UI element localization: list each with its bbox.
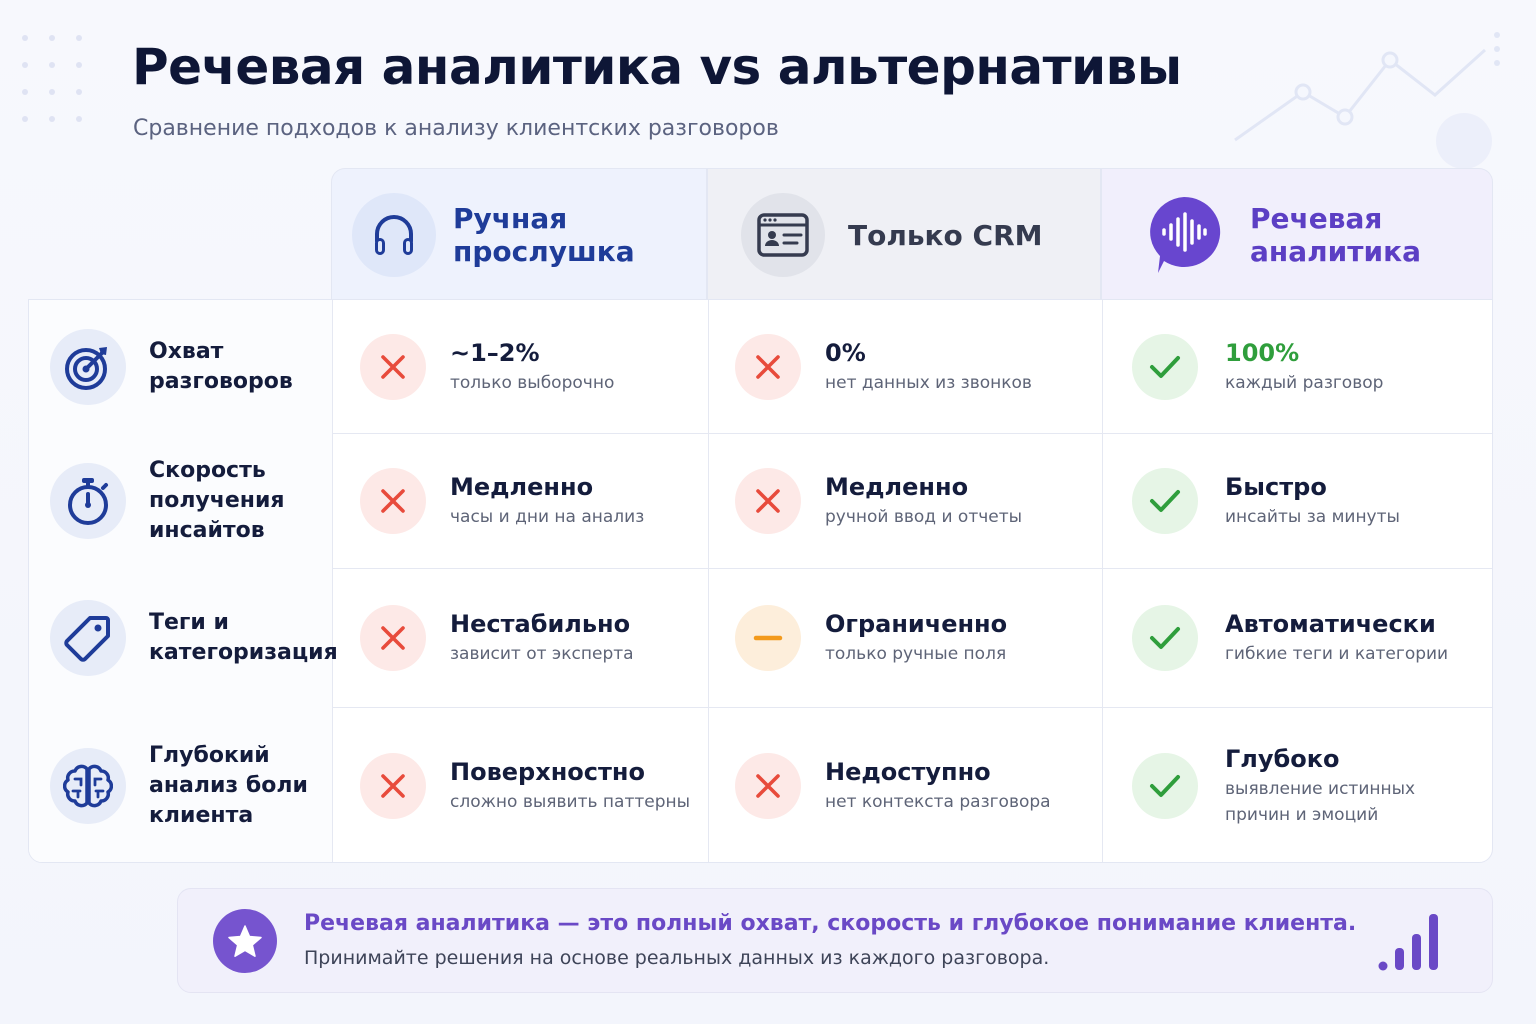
cell-value: Быстро bbox=[1225, 472, 1400, 502]
target-icon bbox=[50, 329, 126, 405]
voice-analytics-icon bbox=[1142, 193, 1226, 277]
row-header: Теги и категоризация bbox=[29, 568, 332, 707]
cell-value: Медленно bbox=[825, 472, 1022, 502]
cross-icon bbox=[360, 468, 426, 534]
check-icon bbox=[1132, 334, 1198, 400]
cell-note: гибкие теги и категории bbox=[1225, 641, 1448, 667]
check-icon bbox=[1132, 753, 1198, 819]
cell-manual-speed: Медленно часы и дни на анализ bbox=[332, 433, 708, 568]
cross-icon bbox=[735, 468, 801, 534]
cell-note: часы и дни на анализ bbox=[450, 504, 644, 530]
row-label: Охват разговоров bbox=[149, 337, 332, 397]
cell-value: ~1–2% bbox=[450, 338, 614, 368]
row-header: Охват разговоров bbox=[29, 300, 332, 433]
summary-text: Принимайте решения на основе реальных да… bbox=[304, 947, 1049, 969]
cross-icon bbox=[735, 334, 801, 400]
decorative-dots bbox=[22, 30, 102, 130]
cell-crm-deep-analysis: Недоступно нет контекста разговора bbox=[708, 707, 1102, 863]
minus-icon bbox=[735, 605, 801, 671]
cell-value: Медленно bbox=[450, 472, 644, 502]
page-title: Речевая аналитика vs альтернативы bbox=[132, 38, 1182, 96]
decorative-circle bbox=[1436, 113, 1492, 169]
cell-value: Ограниченно bbox=[825, 609, 1007, 639]
cell-note: сложно выявить паттерны bbox=[450, 789, 690, 815]
cell-note: нет контекста разговора bbox=[825, 789, 1051, 815]
cell-speech-speed: Быстро инсайты за минуты bbox=[1102, 433, 1493, 568]
cell-note: зависит от эксперта bbox=[450, 641, 634, 667]
column-header-speech-analytics: Речевая аналитика bbox=[1101, 168, 1493, 301]
summary-headline: Речевая аналитика — это полный охват, ск… bbox=[304, 911, 1356, 936]
cell-note: инсайты за минуты bbox=[1225, 504, 1400, 530]
column-header-label: Речевая аналитика bbox=[1250, 202, 1450, 268]
column-header-label: Только CRM bbox=[848, 219, 1043, 252]
bar-chart-icon bbox=[1378, 914, 1448, 972]
cell-note: только выборочно bbox=[450, 370, 614, 396]
cell-note: нет данных из звонков bbox=[825, 370, 1032, 396]
cell-crm-coverage: 0% нет данных из звонков bbox=[708, 300, 1102, 433]
cross-icon bbox=[360, 605, 426, 671]
check-icon bbox=[1132, 605, 1198, 671]
page-subtitle: Сравнение подходов к анализу клиентских … bbox=[133, 116, 779, 141]
cell-note: только ручные поля bbox=[825, 641, 1007, 667]
cell-note: выявление истинных причин и эмоций bbox=[1225, 776, 1475, 828]
cell-crm-speed: Медленно ручной ввод и отчеты bbox=[708, 433, 1102, 568]
cell-value: Глубоко bbox=[1225, 744, 1475, 774]
table-row-tagging: Теги и категоризация Нестабильно зависит … bbox=[29, 568, 1492, 707]
star-icon bbox=[213, 909, 277, 973]
cell-note: ручной ввод и отчеты bbox=[825, 504, 1022, 530]
cell-manual-tagging: Нестабильно зависит от эксперта bbox=[332, 568, 708, 707]
cell-note: каждый разговор bbox=[1225, 370, 1383, 396]
row-label: Теги и категоризация bbox=[149, 608, 334, 668]
cell-crm-tagging: Ограниченно только ручные поля bbox=[708, 568, 1102, 707]
row-header: Скорость получения инсайтов bbox=[29, 433, 332, 568]
table-row-speed: Скорость получения инсайтов Медленно часы… bbox=[29, 433, 1492, 568]
crm-card-icon bbox=[741, 193, 825, 277]
cross-icon bbox=[360, 753, 426, 819]
stopwatch-icon bbox=[50, 463, 126, 539]
cell-speech-coverage: 100% каждый разговор bbox=[1102, 300, 1493, 433]
cell-value: Недоступно bbox=[825, 757, 1051, 787]
cell-value: Поверхностно bbox=[450, 757, 690, 787]
cell-speech-tagging: Автоматически гибкие теги и категории bbox=[1102, 568, 1493, 707]
cell-value: 0% bbox=[825, 338, 1032, 368]
cell-value: 100% bbox=[1225, 338, 1383, 368]
comparison-table: Охват разговоров ~1–2% только выборочно 0… bbox=[28, 299, 1493, 863]
headphones-icon bbox=[352, 193, 436, 277]
summary-banner: Речевая аналитика — это полный охват, ск… bbox=[177, 888, 1493, 993]
brain-icon bbox=[50, 748, 126, 824]
table-row-deep-analysis: Глубокий анализ боли клиента Поверхностн… bbox=[29, 707, 1492, 863]
cell-manual-coverage: ~1–2% только выборочно bbox=[332, 300, 708, 433]
check-icon bbox=[1132, 468, 1198, 534]
row-label: Глубокий анализ боли клиента bbox=[149, 741, 332, 831]
cell-value: Нестабильно bbox=[450, 609, 634, 639]
column-header-label: Ручная прослушка bbox=[453, 202, 653, 268]
cross-icon bbox=[360, 334, 426, 400]
table-row-coverage: Охват разговоров ~1–2% только выборочно 0… bbox=[29, 300, 1492, 433]
row-header: Глубокий анализ боли клиента bbox=[29, 707, 332, 863]
column-header-manual: Ручная прослушка bbox=[331, 168, 707, 301]
cross-icon bbox=[735, 753, 801, 819]
tag-icon bbox=[50, 600, 126, 676]
cell-manual-deep-analysis: Поверхностно сложно выявить паттерны bbox=[332, 707, 708, 863]
cell-speech-deep-analysis: Глубоко выявление истинных причин и эмоци… bbox=[1102, 707, 1493, 863]
cell-value: Автоматически bbox=[1225, 609, 1448, 639]
column-header-crm: Только CRM bbox=[707, 168, 1101, 301]
row-label: Скорость получения инсайтов bbox=[149, 456, 332, 546]
